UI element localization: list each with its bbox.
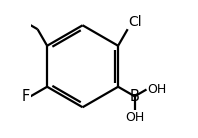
Text: OH: OH: [147, 83, 167, 96]
Text: Cl: Cl: [128, 14, 142, 29]
Text: B: B: [130, 89, 140, 104]
Text: F: F: [22, 89, 30, 104]
Text: OH: OH: [125, 111, 144, 124]
